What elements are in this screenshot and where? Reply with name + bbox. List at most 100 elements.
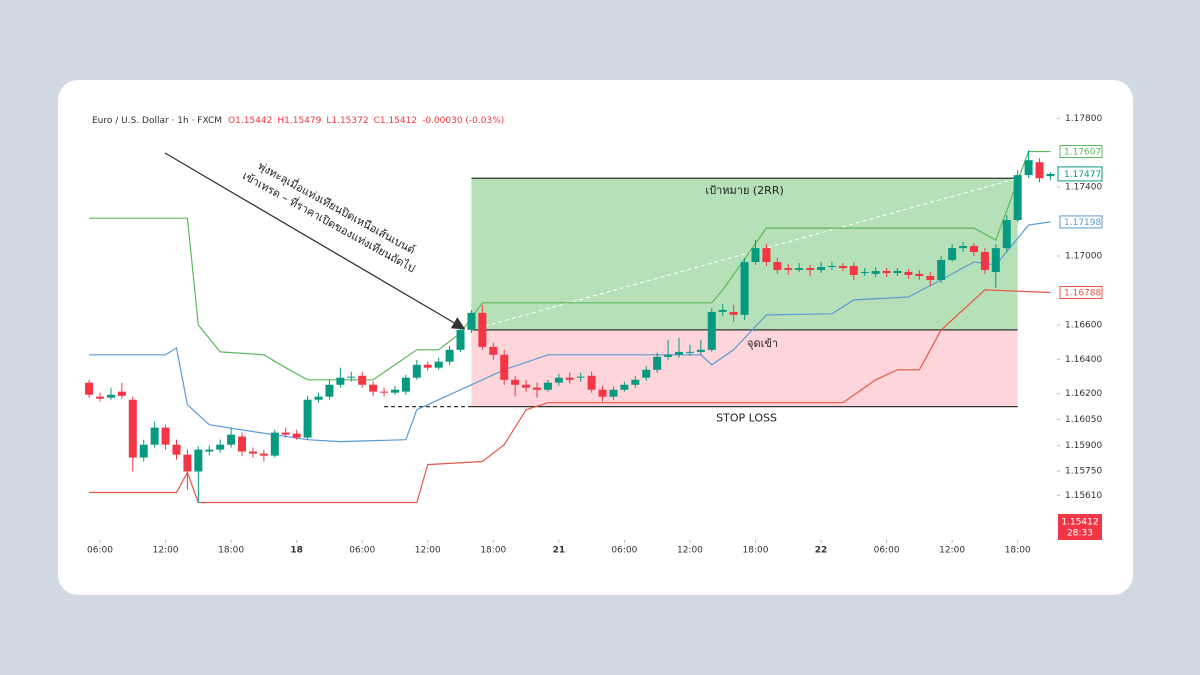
- line-value-tag: [1059, 215, 1103, 229]
- candle-body: [216, 444, 225, 450]
- candle-body: [860, 272, 869, 274]
- candle-body: [467, 312, 476, 330]
- candle-body: [685, 351, 694, 353]
- line-value-label: 1.17607: [1064, 148, 1101, 158]
- candle-body: [369, 384, 378, 392]
- line-value-tag: [1059, 145, 1103, 159]
- y-tick-label: 1.17400: [1065, 183, 1102, 193]
- candle-body: [969, 246, 978, 253]
- x-tick-label: 12:00: [939, 546, 965, 556]
- candle-body: [1035, 162, 1044, 179]
- y-tick-label: 1.15750: [1065, 467, 1102, 477]
- candle-body: [948, 248, 957, 260]
- candle-body: [325, 384, 334, 397]
- x-tick-label: 18: [290, 546, 303, 556]
- candle-body: [270, 432, 279, 456]
- candle-body: [849, 265, 858, 275]
- y-tick-label: 1.16050: [1065, 415, 1102, 425]
- price-tag: [1058, 514, 1102, 540]
- x-tick-label: 18:00: [218, 546, 244, 556]
- x-tick-label: 06:00: [87, 546, 113, 556]
- candle-body: [423, 364, 432, 368]
- y-tick-label: 1.16600: [1065, 320, 1102, 330]
- candle-body: [248, 451, 257, 454]
- candle-body: [729, 311, 738, 315]
- candle-body: [565, 377, 574, 380]
- price-tag-value: 1.15412: [1061, 518, 1098, 528]
- x-tick-label: 12:00: [153, 546, 179, 556]
- stop-label: STOP LOSS: [716, 412, 777, 425]
- candle-body: [762, 248, 771, 263]
- y-tick-label: 1.15900: [1065, 441, 1102, 451]
- candle-body: [478, 312, 487, 347]
- indicator-line: [89, 150, 1051, 381]
- candle-body: [631, 379, 640, 385]
- x-tick-label: 21: [553, 546, 566, 556]
- x-tick-label: 18:00: [480, 546, 506, 556]
- line-value-label: 1.17198: [1064, 218, 1101, 228]
- candle-body: [434, 361, 443, 368]
- candle-body: [96, 396, 105, 399]
- y-tick-label: 1.16200: [1065, 389, 1102, 399]
- x-tick-label: 12:00: [415, 546, 441, 556]
- price-tag-countdown: 28:33: [1067, 529, 1093, 539]
- candle-body: [172, 444, 181, 455]
- ohlc-close: C1.15412: [374, 116, 418, 126]
- candle-body: [751, 248, 760, 263]
- candle-body: [959, 246, 968, 249]
- x-tick-label: 06:00: [349, 546, 375, 556]
- candle-body: [653, 356, 662, 370]
- candle-body: [117, 391, 126, 396]
- candle-body: [380, 391, 389, 393]
- x-tick-label: 06:00: [611, 546, 637, 556]
- x-tick-label: 18:00: [743, 546, 769, 556]
- x-tick-label: 06:00: [874, 546, 900, 556]
- target-path: [471, 177, 1018, 331]
- ohlc-change: -0.00030 (-0.03%): [422, 116, 504, 126]
- candle-body: [1046, 173, 1055, 177]
- candle-body: [1002, 220, 1011, 249]
- candle-body: [587, 375, 596, 390]
- stop-zone: [471, 329, 1018, 407]
- candle-body: [194, 449, 203, 472]
- candle-body: [161, 427, 170, 445]
- candle-body: [980, 252, 989, 270]
- candle-body: [303, 399, 312, 438]
- candle-body: [576, 376, 585, 378]
- candle-body: [991, 248, 1000, 273]
- candle-body: [1024, 160, 1033, 176]
- candle-body: [773, 262, 782, 270]
- candle-body: [139, 444, 148, 458]
- candle-body: [390, 389, 399, 393]
- ohlc-high: H1.15479: [277, 116, 321, 126]
- candle-body: [511, 379, 520, 385]
- candle-body: [314, 396, 323, 400]
- candle-body: [412, 364, 421, 378]
- candle-body: [183, 454, 192, 472]
- line-value-label: 1.16788: [1064, 289, 1101, 299]
- annotation-arrow: [164, 152, 466, 330]
- candle-body: [838, 265, 847, 269]
- candle-body: [532, 387, 541, 390]
- y-tick-label: 1.17000: [1065, 252, 1102, 262]
- candle-body: [696, 349, 705, 352]
- candle-body: [784, 268, 793, 270]
- candle-body: [205, 449, 214, 452]
- x-tick-label: 18:00: [1005, 546, 1031, 556]
- candle-body: [500, 354, 509, 380]
- line-value-tag: [1059, 286, 1103, 300]
- symbol: Euro / U.S. Dollar · 1h · FXCM: [92, 116, 222, 126]
- x-tick-label: 22: [815, 546, 828, 556]
- candle-body: [664, 354, 673, 357]
- candle-body: [292, 433, 301, 438]
- candle-body: [401, 377, 410, 392]
- candle-body: [554, 377, 563, 383]
- candle-body: [620, 384, 629, 390]
- candle-body: [827, 265, 836, 268]
- candle-body: [106, 394, 115, 398]
- candle-body: [904, 272, 913, 275]
- candle-body: [871, 270, 880, 274]
- candle-body: [642, 369, 651, 378]
